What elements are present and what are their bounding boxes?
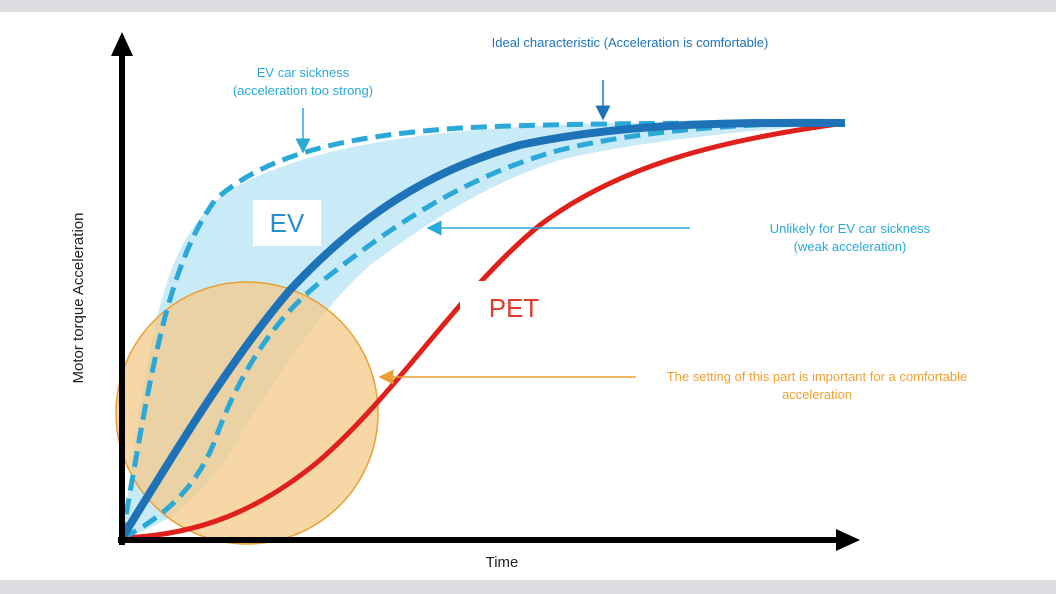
- y-axis-arrowhead: [111, 32, 133, 56]
- ev-sickness-annotation: EV car sickness (acceleration too strong…: [218, 64, 388, 100]
- unlikely-annotation: Unlikely for EV car sickness (weak accel…: [745, 220, 955, 256]
- unlikely-line1: Unlikely for EV car sickness: [769, 221, 931, 236]
- y-axis-label: Motor torque Acceleration: [70, 212, 87, 384]
- ev-sickness-line1: EV car sickness: [256, 65, 350, 80]
- ideal-annotation: Ideal characteristic (Acceleration is co…: [491, 35, 769, 50]
- setting-line2: acceleration: [781, 387, 853, 402]
- weak-acceleration-curve: [120, 120, 846, 541]
- top-border-bar: [0, 0, 1056, 12]
- important-zone-circle: [115, 281, 379, 545]
- ev-sickness-line2: (acceleration too strong): [232, 83, 374, 98]
- pet-label-box: PET: [460, 281, 568, 335]
- ideal-curve: [118, 118, 846, 541]
- bottom-border-bar: [0, 580, 1056, 594]
- x-axis-label: Time: [485, 554, 519, 571]
- x-axis-arrowhead: [836, 529, 860, 551]
- setting-line1: The setting of this part is important fo…: [666, 369, 968, 384]
- pet-curve: [121, 120, 846, 541]
- ev-label-box: EV: [253, 200, 321, 246]
- setting-annotation: The setting of this part is important fo…: [640, 368, 994, 404]
- unlikely-line2: (weak acceleration): [793, 239, 907, 254]
